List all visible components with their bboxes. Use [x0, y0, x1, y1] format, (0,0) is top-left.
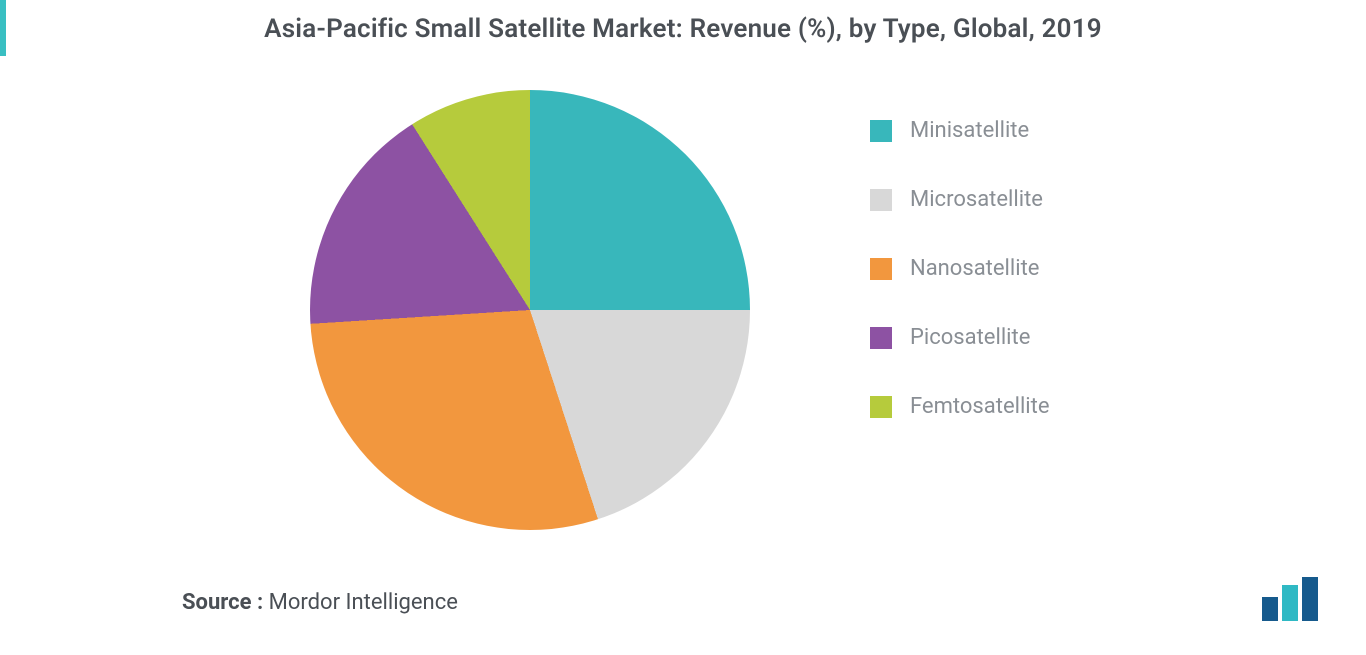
legend-item: Nanosatellite [870, 256, 1050, 281]
legend-item: Minisatellite [870, 118, 1050, 143]
legend-swatch [870, 396, 892, 418]
logo-bar-3 [1302, 577, 1318, 621]
legend-item: Femtosatellite [870, 394, 1050, 419]
legend-item: Microsatellite [870, 187, 1050, 212]
legend-label: Femtosatellite [910, 394, 1050, 419]
legend-label: Minisatellite [910, 118, 1029, 143]
pie-chart [310, 90, 750, 530]
pie-graphic [310, 90, 750, 530]
source-name: Mordor Intelligence [269, 590, 458, 615]
source-prefix: Source : [182, 590, 263, 615]
legend-label: Nanosatellite [910, 256, 1039, 281]
source-line: Source : Mordor Intelligence [182, 590, 458, 615]
legend-swatch [870, 327, 892, 349]
legend-label: Picosatellite [910, 325, 1030, 350]
legend: Minisatellite Microsatellite Nanosatellite… [870, 118, 1050, 419]
legend-swatch [870, 258, 892, 280]
logo-bar-1 [1262, 597, 1278, 621]
legend-swatch [870, 189, 892, 211]
brand-logo-icon [1262, 577, 1324, 621]
legend-label: Microsatellite [910, 187, 1043, 212]
legend-swatch [870, 120, 892, 142]
legend-item: Picosatellite [870, 325, 1050, 350]
logo-bar-2 [1282, 585, 1298, 621]
chart-title: Asia-Pacific Small Satellite Market: Rev… [0, 14, 1366, 44]
